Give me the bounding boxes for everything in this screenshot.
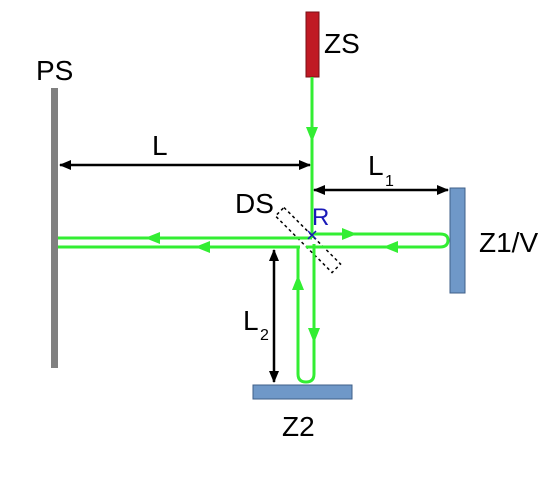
arrow-left-ps-top bbox=[145, 232, 160, 244]
label-l1-subscript: 1 bbox=[385, 173, 394, 190]
arrow-down-z2 bbox=[308, 328, 320, 343]
screen-ps bbox=[51, 88, 58, 368]
label-zs: ZS bbox=[324, 28, 360, 59]
mirror-z2 bbox=[252, 384, 353, 400]
label-l2: L bbox=[243, 305, 259, 336]
label-l: L bbox=[152, 130, 168, 161]
label-l1: L bbox=[368, 150, 384, 181]
label-l2-subscript: 2 bbox=[260, 327, 269, 344]
label-ds: DS bbox=[235, 188, 274, 219]
beam-z1-loop bbox=[306, 232, 450, 249]
source-zs bbox=[305, 11, 320, 78]
label-z1v: Z1/V bbox=[479, 227, 538, 258]
arrow-left-ps-bottom bbox=[195, 241, 210, 253]
label-z2: Z2 bbox=[282, 411, 315, 442]
point-r-marker bbox=[307, 230, 317, 240]
beam-splitter-ds bbox=[274, 206, 342, 274]
arrow-up-z2-return bbox=[292, 275, 304, 290]
label-r: R bbox=[312, 204, 329, 231]
light-beams bbox=[58, 77, 450, 384]
arrow-left-z1-return bbox=[383, 241, 398, 253]
beam-z2-loop bbox=[296, 244, 316, 384]
dimension-arrows bbox=[59, 160, 449, 383]
label-ps: PS bbox=[36, 55, 73, 86]
mirror-z1 bbox=[449, 187, 466, 294]
arrow-right-z1 bbox=[342, 228, 357, 240]
arrow-down-incoming bbox=[306, 127, 318, 142]
beam-direction-arrows bbox=[145, 127, 398, 343]
